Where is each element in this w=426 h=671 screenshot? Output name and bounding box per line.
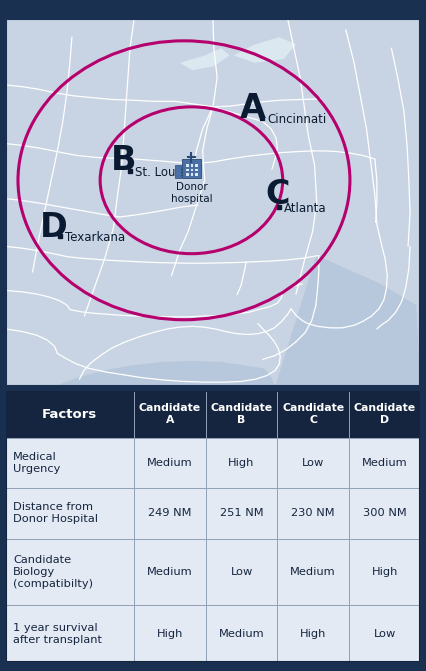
Bar: [134, 488, 206, 539]
Text: High: High: [228, 458, 255, 468]
Text: Donor
hospital: Donor hospital: [170, 182, 212, 204]
Bar: [6, 391, 134, 438]
Bar: [187, 173, 189, 176]
Polygon shape: [180, 48, 230, 70]
Text: Candidate
Biology
(compatibilty): Candidate Biology (compatibilty): [13, 555, 93, 589]
Bar: [6, 488, 134, 539]
Text: Medium: Medium: [290, 567, 336, 577]
Text: Low: Low: [374, 629, 396, 639]
Text: Factors: Factors: [42, 408, 98, 421]
Text: 251 NM: 251 NM: [220, 509, 263, 519]
Text: Medium: Medium: [147, 458, 193, 468]
Bar: [277, 391, 349, 438]
Text: Candidate
A: Candidate A: [139, 403, 201, 425]
Text: Medium: Medium: [362, 458, 408, 468]
Text: Atlanta: Atlanta: [285, 202, 327, 215]
Bar: [349, 391, 420, 438]
Bar: [134, 438, 206, 488]
Text: High: High: [371, 567, 398, 577]
Bar: [190, 173, 193, 176]
Bar: [349, 605, 420, 662]
Text: Medium: Medium: [219, 629, 265, 639]
Bar: [182, 160, 201, 178]
Bar: [206, 438, 277, 488]
Bar: [6, 438, 134, 488]
Text: 249 NM: 249 NM: [148, 509, 192, 519]
Text: Candidate
C: Candidate C: [282, 403, 344, 425]
Text: A: A: [239, 92, 265, 125]
Text: Texarkana: Texarkana: [65, 231, 125, 244]
Polygon shape: [234, 37, 296, 63]
Bar: [206, 488, 277, 539]
Bar: [349, 438, 420, 488]
Bar: [187, 164, 189, 167]
Bar: [6, 539, 134, 605]
Text: D: D: [39, 211, 67, 244]
Bar: [195, 173, 198, 176]
Bar: [134, 539, 206, 605]
Bar: [175, 164, 181, 178]
Bar: [190, 164, 193, 167]
Text: Medical
Urgency: Medical Urgency: [13, 452, 60, 474]
Text: Low: Low: [230, 567, 253, 577]
Bar: [277, 605, 349, 662]
Bar: [206, 539, 277, 605]
Bar: [195, 168, 198, 172]
Bar: [195, 164, 198, 167]
Bar: [206, 391, 277, 438]
Bar: [134, 391, 206, 438]
Bar: [277, 488, 349, 539]
Text: Medium: Medium: [147, 567, 193, 577]
Text: Candidate
D: Candidate D: [354, 403, 416, 425]
Bar: [349, 539, 420, 605]
Text: B: B: [111, 144, 137, 176]
Text: Cincinnati: Cincinnati: [267, 113, 326, 126]
Text: Low: Low: [302, 458, 324, 468]
Bar: [277, 539, 349, 605]
Polygon shape: [55, 361, 275, 386]
Text: C: C: [265, 178, 290, 211]
Text: 300 NM: 300 NM: [363, 509, 406, 519]
Bar: [206, 605, 277, 662]
Bar: [6, 605, 134, 662]
Bar: [134, 605, 206, 662]
Text: High: High: [157, 629, 183, 639]
Text: St. Louis: St. Louis: [135, 166, 185, 179]
Text: Distance from
Donor Hospital: Distance from Donor Hospital: [13, 503, 98, 525]
Text: Candidate
B: Candidate B: [210, 403, 273, 425]
Polygon shape: [275, 254, 420, 386]
Bar: [187, 168, 189, 172]
Bar: [277, 438, 349, 488]
Text: 1 year survival
after transplant: 1 year survival after transplant: [13, 623, 102, 645]
Text: 230 NM: 230 NM: [291, 509, 335, 519]
Bar: [190, 168, 193, 172]
Text: High: High: [300, 629, 326, 639]
Bar: [349, 488, 420, 539]
